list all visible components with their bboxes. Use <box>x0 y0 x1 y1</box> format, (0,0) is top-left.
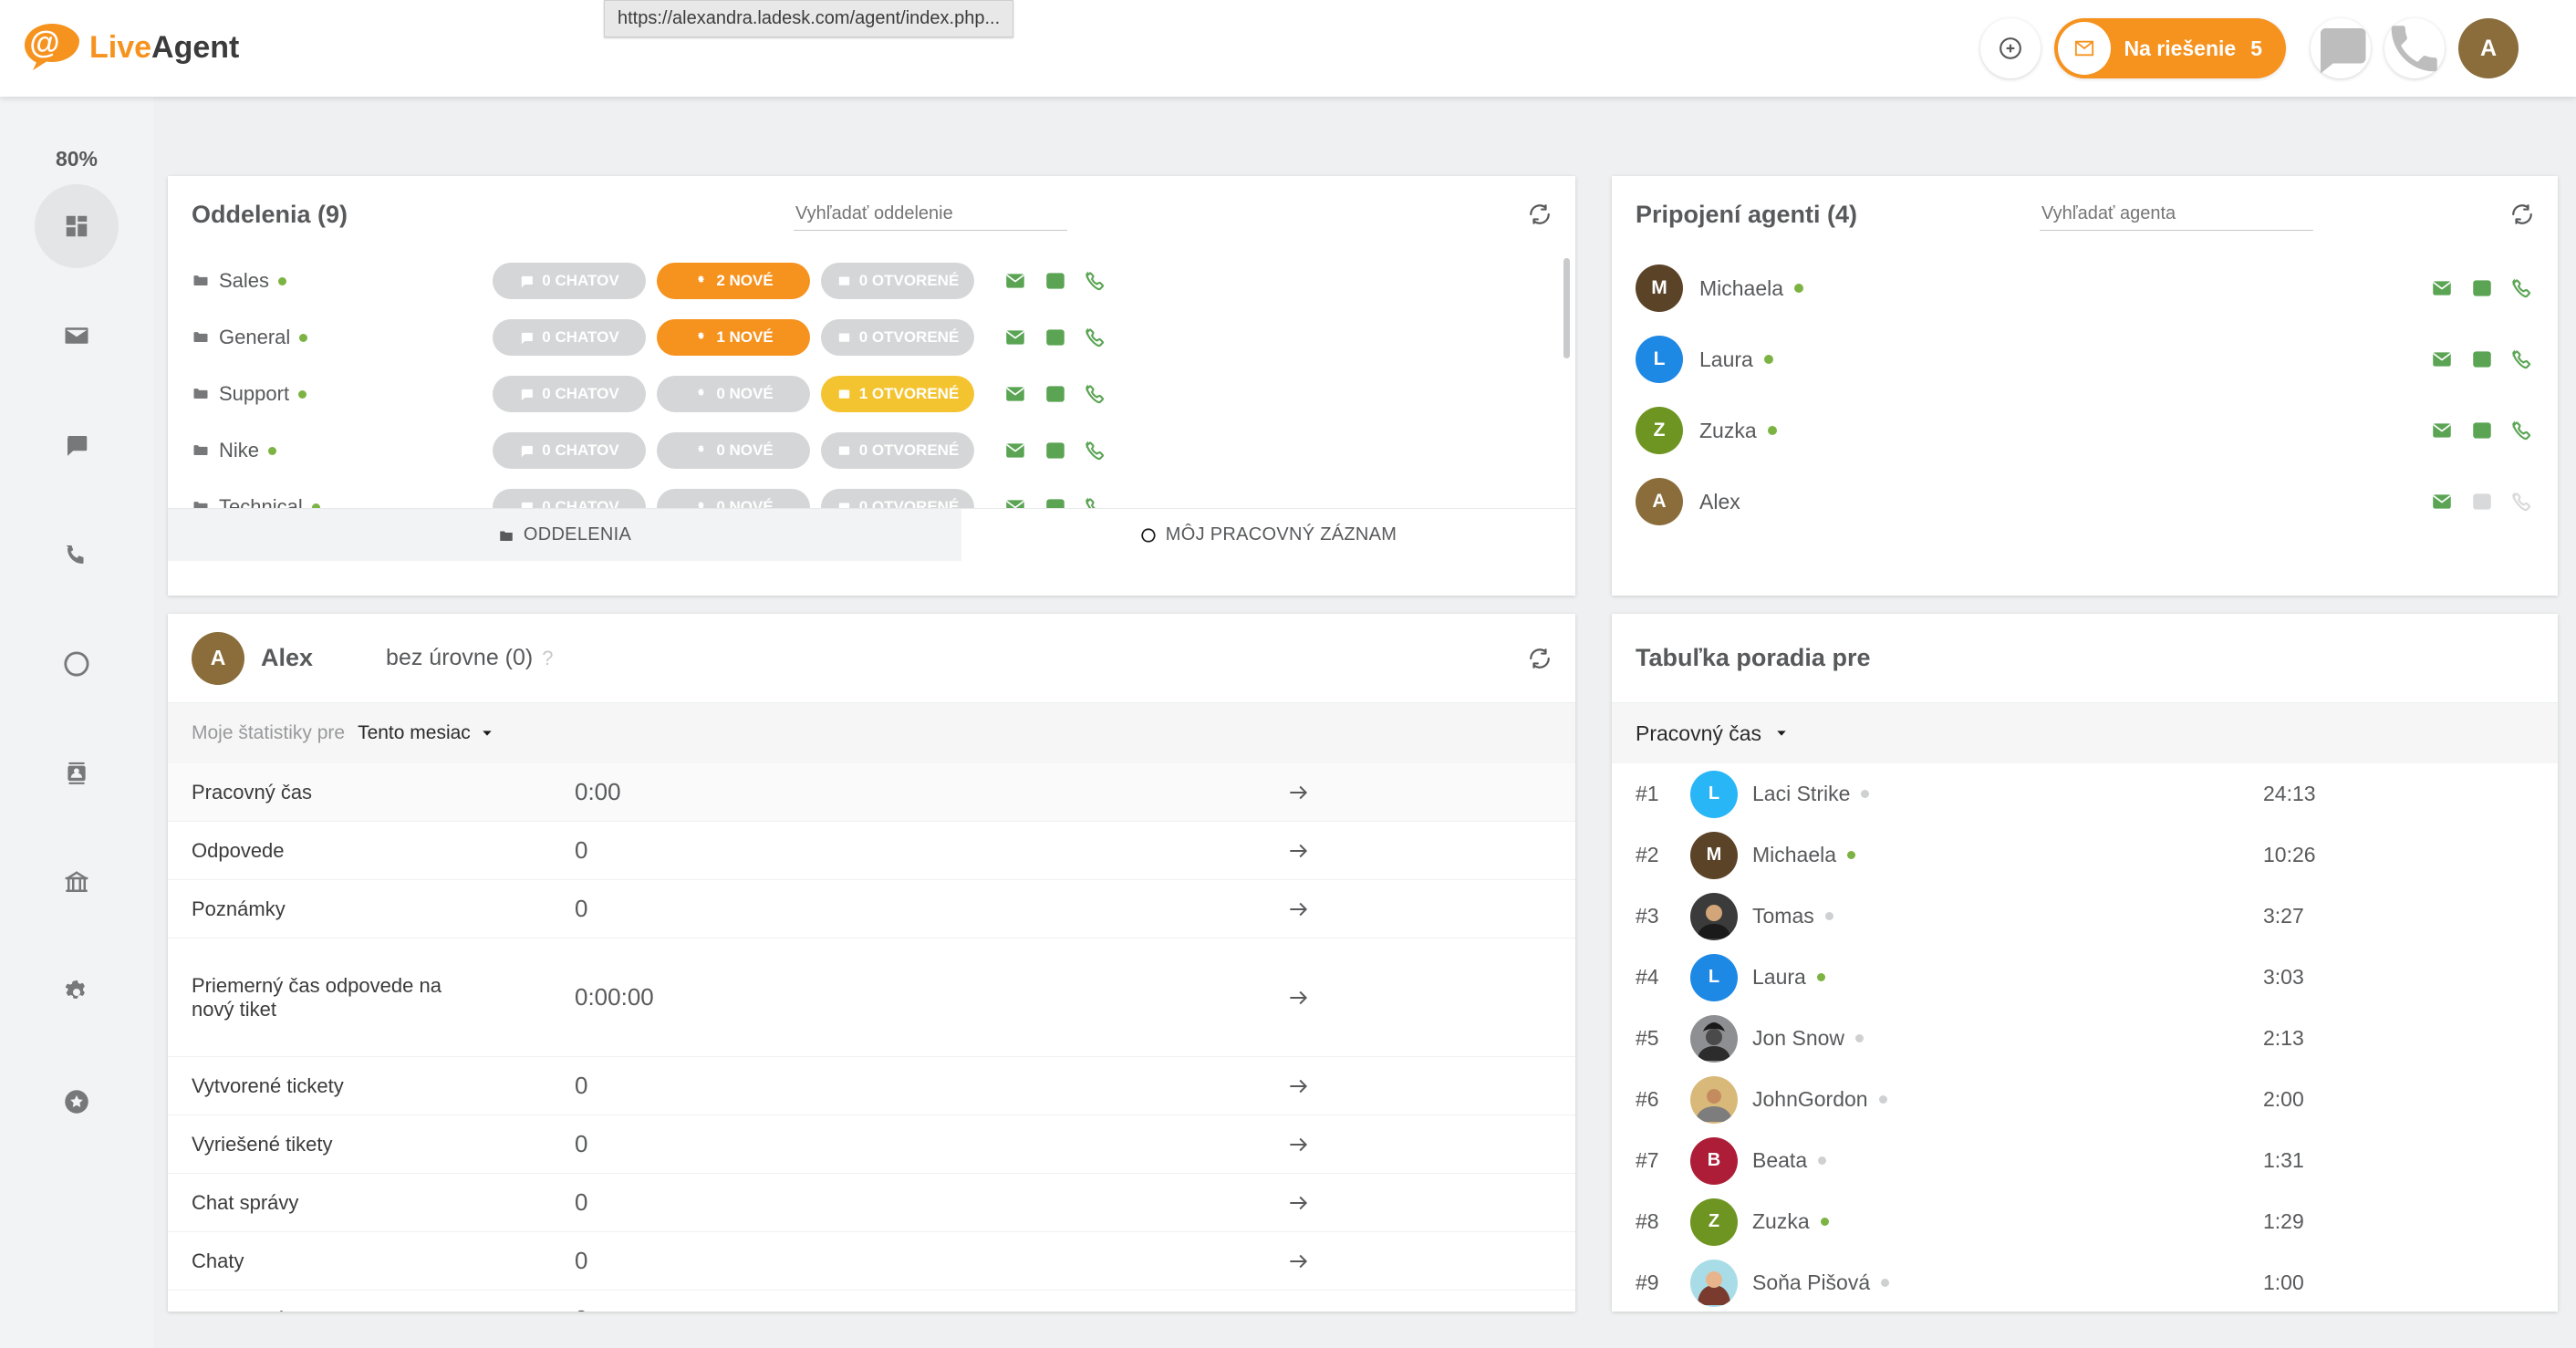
svg-text:@: @ <box>29 26 59 60</box>
